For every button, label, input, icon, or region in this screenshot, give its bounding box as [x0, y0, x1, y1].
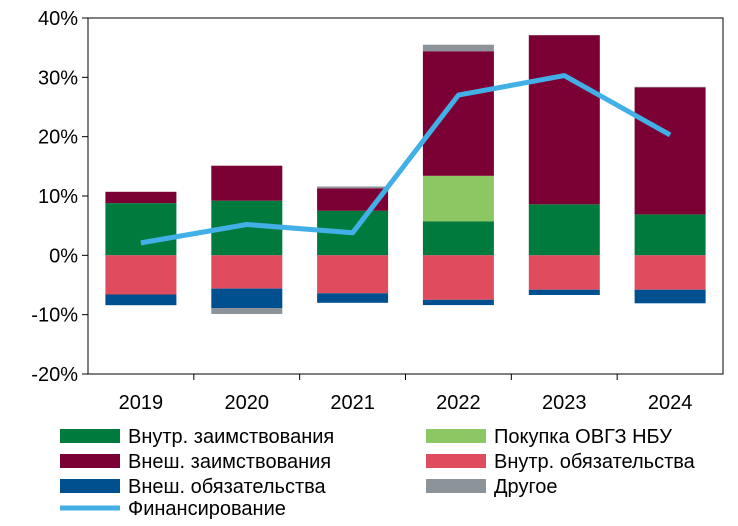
bar-2019-внутр-обязательства: [105, 255, 177, 295]
x-tick-label: 2020: [225, 392, 270, 414]
bar-2019-внеш-заимствования: [105, 191, 177, 204]
x-tick-label: 2019: [119, 392, 164, 414]
legend-label: Финансирование: [128, 498, 286, 520]
bar-2024-внеш-обязательства: [634, 289, 706, 304]
bar-2019-внеш-обязательства: [105, 294, 177, 306]
bar-2022-внутр-обязательства: [422, 255, 494, 300]
y-tick-label: 0%: [49, 245, 78, 267]
bar-2021-другое: [317, 186, 389, 189]
x-tick-label: 2021: [330, 392, 375, 414]
bar-2024-внутр-заимствования: [634, 214, 706, 256]
y-tick-label: 40%: [38, 8, 78, 30]
bar-2023-внеш-обязательства: [528, 289, 600, 295]
bar-2022-внеш-обязательства: [422, 299, 494, 306]
bar-2023-внеш-заимствования: [528, 35, 600, 205]
legend-swatch: [426, 479, 486, 493]
legend-label: Покупка ОВГЗ НБУ: [494, 426, 672, 448]
legend-swatch: [60, 454, 120, 468]
x-tick-label: 2022: [436, 392, 481, 414]
axes: 40% 30% 20% 10% 0% -10% -20% 2019 2020 2021 2022 20…: [31, 8, 692, 414]
bar-2020-внутр-обязательства: [211, 255, 283, 289]
legend-swatch: [426, 429, 486, 443]
bar-2020-другое: [211, 308, 283, 314]
bar-2021-внутр-обязательства: [317, 255, 389, 294]
y-tick-label: 20%: [38, 127, 78, 149]
financing-line: [140, 73, 672, 246]
legend-label: Внутр. обязательства: [494, 451, 696, 473]
bar-2022-покупка-овгз-нбу: [422, 175, 494, 222]
bar-2022-внутр-заимствования: [422, 221, 494, 256]
bar-2023-внутр-заимствования: [528, 204, 600, 256]
bar-2022-внеш-заимствования: [422, 51, 494, 176]
bar-2019-внутр-заимствования: [105, 203, 177, 256]
bar-2024-другое: [634, 86, 706, 88]
financing-line-path: [140, 73, 672, 246]
legend-swatch: [426, 454, 486, 468]
y-tick-label: 30%: [38, 67, 78, 89]
legend-label: Внеш. заимствования: [128, 451, 331, 473]
bar-2024-внутр-обязательства: [634, 255, 706, 290]
x-tick-label: 2023: [542, 392, 587, 414]
bar-2024-внеш-заимствования: [634, 87, 706, 215]
bar-2021-внеш-обязательства: [317, 293, 389, 303]
plot-frame: [87, 17, 724, 375]
bar-2021-внеш-заимствования: [317, 188, 389, 211]
bars: [105, 35, 706, 314]
x-tick-label: 2024: [648, 392, 693, 414]
legend-label: Другое: [494, 476, 558, 498]
bar-2022-другое: [422, 44, 494, 52]
y-tick-label: -10%: [31, 305, 78, 327]
legend-label: Внутр. заимствования: [128, 426, 334, 448]
bar-2023-внутр-обязательства: [528, 255, 600, 290]
bar-2020-внеш-обязательства: [211, 288, 283, 309]
y-tick-label: -20%: [31, 364, 78, 386]
legend-swatch: [60, 429, 120, 443]
bar-2020-внеш-заимствования: [211, 165, 283, 201]
y-tick-label: 10%: [38, 186, 78, 208]
legend-swatch: [60, 479, 120, 493]
legend-label: Внеш. обязательства: [128, 476, 327, 498]
plot-area: [87, 17, 724, 375]
legend: Внутр. заимствования Покупка ОВГЗ НБУ Внеш…: [60, 426, 696, 520]
